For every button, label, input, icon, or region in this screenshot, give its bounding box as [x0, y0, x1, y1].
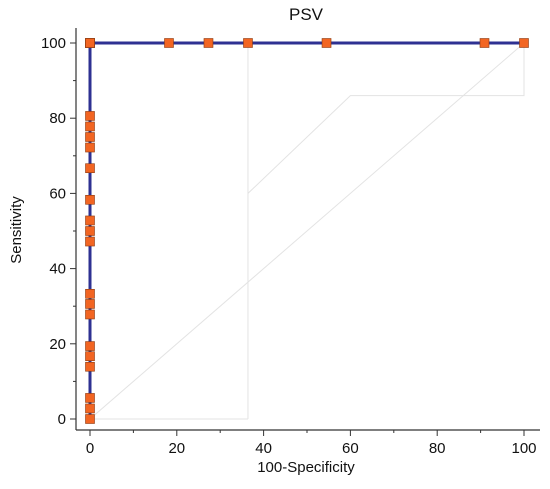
roc-point [85, 236, 95, 247]
y-axis-ticks: 0 20 40 60 80 100 [41, 35, 76, 428]
x-tick-label: 60 [342, 440, 359, 457]
roc-point [85, 299, 95, 309]
y-tick-label: 60 [49, 185, 66, 202]
x-tick-label: 20 [168, 440, 185, 457]
roc-point [85, 414, 95, 424]
roc-point [85, 309, 95, 320]
roc-point [85, 403, 95, 414]
roc-point [85, 132, 95, 142]
y-tick-label: 100 [41, 35, 66, 52]
roc-point [85, 351, 95, 362]
plot-area [85, 38, 529, 424]
x-tick-label: 80 [429, 440, 446, 457]
roc-point [85, 341, 95, 351]
roc-point [85, 194, 95, 205]
y-tick-label: 20 [49, 336, 66, 353]
y-tick-label: 40 [49, 261, 66, 278]
x-tick-label: 0 [86, 440, 94, 457]
y-tick-label: 80 [49, 110, 66, 127]
roc-point [85, 163, 95, 174]
roc-point [85, 142, 95, 153]
roc-point [519, 38, 529, 48]
x-axis-ticks: 0 20 40 60 80 100 [86, 430, 537, 457]
roc-point [243, 38, 253, 48]
roc-point [85, 361, 95, 372]
reference-diagonal [89, 42, 525, 420]
roc-point [479, 38, 490, 48]
roc-point [164, 38, 174, 48]
roc-point [85, 38, 95, 48]
roc-curve-points [85, 38, 529, 424]
x-tick-label: 100 [511, 440, 536, 457]
roc-point [85, 393, 95, 403]
x-tick-label: 40 [255, 440, 272, 457]
roc-point [321, 38, 332, 48]
y-tick-label: 0 [58, 411, 66, 428]
roc-point [85, 226, 95, 236]
y-axis-label: Sensitivity [8, 196, 25, 264]
x-axis: 0 20 40 60 80 100 100-Specificity [76, 429, 540, 476]
roc-point [85, 288, 95, 299]
roc-point [85, 215, 95, 226]
x-axis-label: 100-Specificity [257, 459, 355, 476]
y-axis: 0 20 40 60 80 100 Sensitivity [8, 28, 77, 430]
roc-point [85, 111, 95, 121]
roc-point [85, 121, 95, 132]
chart-title: PSV [289, 5, 324, 24]
roc-point [203, 38, 214, 48]
